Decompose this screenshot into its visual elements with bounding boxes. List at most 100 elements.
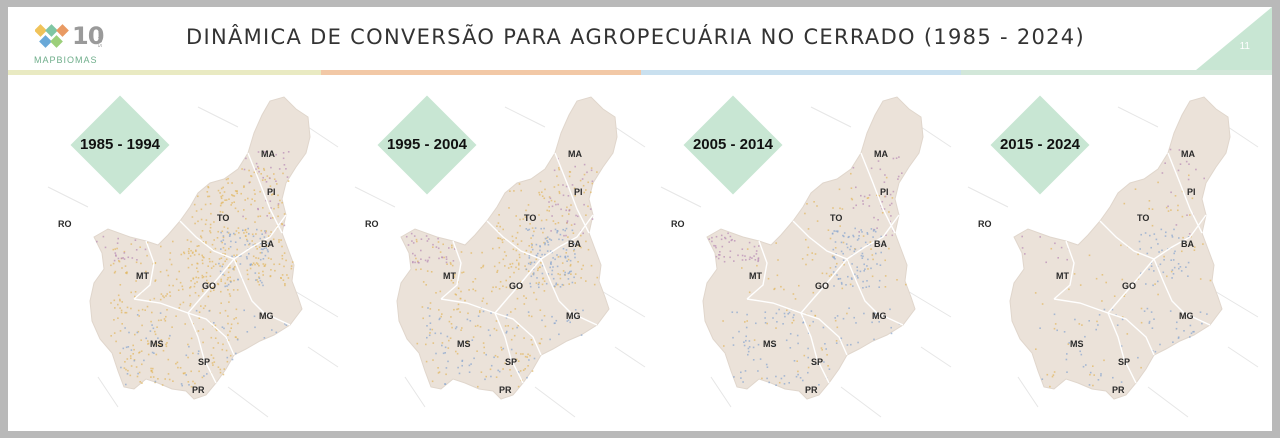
state-border	[187, 258, 235, 314]
period-badge: 2015 - 2024	[990, 95, 1090, 195]
state-label-mt: MT	[1056, 271, 1069, 281]
period-label: 1995 - 2004	[386, 136, 468, 153]
mapbiomas-logo-icon	[35, 24, 69, 48]
state-label-pr: PR	[192, 385, 205, 395]
state-label-go: GO	[1122, 281, 1137, 291]
state-border	[440, 240, 462, 300]
cerrado-map	[660, 96, 952, 418]
state-label-to: TO	[217, 213, 230, 223]
state-border	[800, 258, 848, 314]
cerrado-region	[1009, 96, 1231, 400]
period-label: 2015 - 2024	[999, 136, 1081, 153]
state-border	[1099, 220, 1155, 260]
cerrado-map	[354, 96, 646, 418]
conversion-speckle	[96, 151, 294, 388]
period-label: 1985 - 1994	[79, 136, 161, 153]
header-stripe-1	[8, 70, 321, 75]
state-label-ms: MS	[457, 339, 471, 349]
state-label-pr: PR	[499, 385, 512, 395]
state-border	[1053, 240, 1075, 300]
state-label-to: TO	[524, 213, 537, 223]
state-border	[440, 298, 542, 356]
state-border	[792, 220, 848, 260]
state-label-go: GO	[509, 281, 524, 291]
corner-triangle	[1190, 7, 1272, 75]
state-label-pi: PI	[880, 187, 889, 197]
state-border	[554, 152, 590, 234]
state-label-mt: MT	[443, 271, 456, 281]
state-border	[133, 240, 155, 300]
state-border	[494, 312, 524, 384]
cerrado-map	[47, 96, 339, 418]
period-label: 2005 - 2014	[692, 136, 774, 153]
state-label-ba: BA	[1181, 239, 1194, 249]
state-label-to: TO	[830, 213, 843, 223]
state-border	[1167, 152, 1203, 234]
state-border	[179, 220, 235, 260]
state-label-mg: MG	[259, 311, 274, 321]
map-panel-3: 2005 - 2014 MA PI TO BA RO MT GO MG MS SP PR	[651, 87, 957, 427]
state-label-ba: BA	[874, 239, 887, 249]
period-badge: 1985 - 1994	[70, 95, 170, 195]
state-border	[247, 152, 283, 234]
state-label-ms: MS	[763, 339, 777, 349]
state-border	[486, 220, 542, 260]
state-border	[1107, 258, 1155, 314]
period-badge: 2005 - 2014	[683, 95, 783, 195]
logo-name: MAPBIOMAS	[34, 55, 98, 65]
cerrado-map	[967, 96, 1259, 418]
state-border	[1053, 298, 1155, 356]
state-border	[540, 258, 598, 326]
state-border	[494, 258, 542, 314]
state-label-sp: SP	[811, 357, 824, 367]
page-title: DINÂMICA DE CONVERSÃO PARA AGROPECUÁRIA …	[186, 25, 1085, 49]
state-label-ma: MA	[261, 149, 275, 159]
state-border	[746, 298, 848, 356]
state-label-sp: SP	[505, 357, 518, 367]
state-label-pr: PR	[1112, 385, 1125, 395]
state-label-ro: RO	[978, 219, 992, 229]
period-badge: 1995 - 2004	[377, 95, 477, 195]
map-panel-1: 1985 - 1994 MA PI TO BA RO MT GO MG MS SP PR	[38, 87, 344, 427]
state-border	[800, 312, 830, 384]
state-label-sp: SP	[1118, 357, 1131, 367]
state-label-mg: MG	[872, 311, 887, 321]
state-label-ro: RO	[671, 219, 685, 229]
state-label-ba: BA	[261, 239, 274, 249]
state-label-sp: SP	[198, 357, 211, 367]
state-label-pi: PI	[1187, 187, 1196, 197]
page-number: 11	[1239, 41, 1250, 52]
logo-anos: ANOS	[96, 30, 102, 49]
state-label-pi: PI	[574, 187, 583, 197]
state-border	[746, 240, 768, 300]
state-label-ms: MS	[1070, 339, 1084, 349]
state-label-ro: RO	[365, 219, 379, 229]
mapbiomas-logo: 10 ANOS MAPBIOMAS	[32, 21, 122, 71]
state-border	[860, 152, 896, 234]
map-panel-4: 2015 - 2024 MA PI TO BA RO MT GO MG MS SP PR	[958, 87, 1264, 427]
state-border	[846, 258, 904, 326]
map-panel-2: 1995 - 2004 MA PI TO BA RO MT GO MG MS SP PR	[345, 87, 651, 427]
state-label-mt: MT	[749, 271, 762, 281]
header-stripe-3	[641, 70, 961, 75]
state-label-mg: MG	[566, 311, 581, 321]
state-label-ms: MS	[150, 339, 164, 349]
state-label-mt: MT	[136, 271, 149, 281]
state-label-pi: PI	[267, 187, 276, 197]
state-border	[1107, 312, 1137, 384]
state-label-ba: BA	[568, 239, 581, 249]
header-stripe-4	[961, 70, 1272, 75]
header-stripe-2	[321, 70, 641, 75]
state-label-ma: MA	[874, 149, 888, 159]
slide: 10 ANOS MAPBIOMAS DINÂMICA DE CONVERSÃO …	[8, 7, 1272, 431]
conversion-speckle	[405, 157, 599, 388]
state-label-mg: MG	[1179, 311, 1194, 321]
state-label-ro: RO	[58, 219, 72, 229]
state-border	[133, 298, 235, 356]
state-label-go: GO	[202, 281, 217, 291]
state-label-to: TO	[1137, 213, 1150, 223]
logo-years: 10	[72, 22, 104, 50]
state-label-go: GO	[815, 281, 830, 291]
state-border	[187, 312, 217, 384]
state-label-ma: MA	[568, 149, 582, 159]
